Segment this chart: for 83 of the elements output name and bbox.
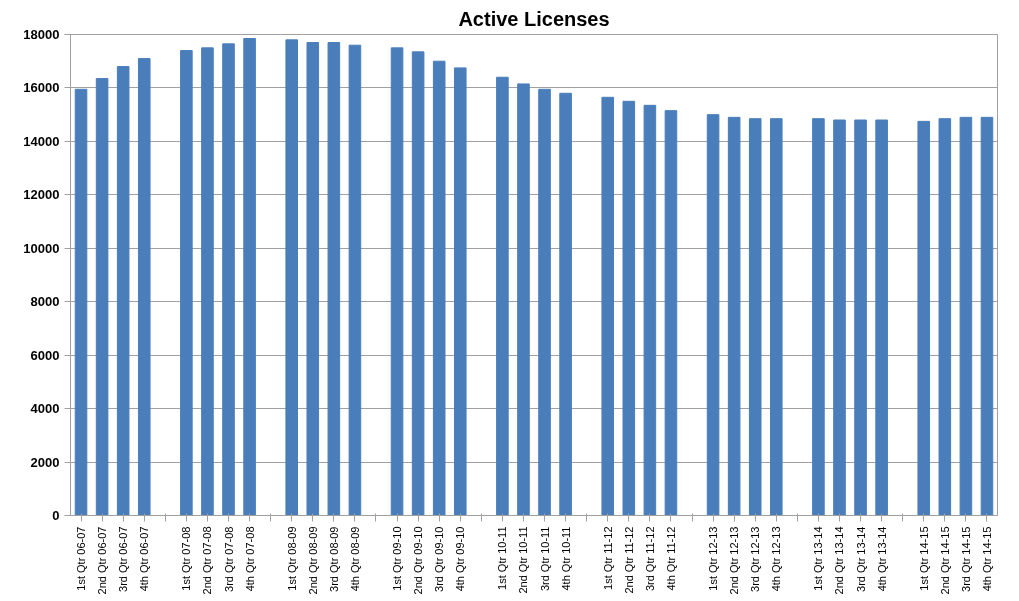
- bar: [348, 44, 362, 516]
- x-tick-label: 1st Qtr 12-13: [707, 526, 720, 591]
- x-tick-label: 1st Qtr 09-10: [391, 526, 404, 591]
- bar: [875, 119, 888, 516]
- bar: [769, 118, 783, 516]
- x-tick-label: 1st Qtr 13-14: [812, 526, 825, 591]
- bar: [980, 116, 994, 516]
- x-tick-label: 1st Qtr 06-07: [75, 526, 88, 591]
- bar: [917, 120, 931, 516]
- x-tick-label: 3rd Qtr 11-12: [643, 526, 656, 592]
- x-tick-label: 1st Qtr 07-08: [180, 526, 193, 591]
- y-tick-label: 2000: [30, 454, 60, 470]
- bar: [432, 60, 446, 516]
- bar: [622, 100, 636, 516]
- bar: [601, 96, 615, 516]
- bar: [285, 39, 299, 516]
- x-tick-label: 4th Qtr 13-14: [875, 526, 888, 592]
- bar: [222, 43, 235, 516]
- x-tick-label: 2nd Qtr 12-13: [728, 526, 741, 595]
- x-tick-label: 4th Qtr 14-15: [980, 526, 993, 592]
- x-tick-label: 1st Qtr 14-15: [917, 526, 930, 591]
- bar: [116, 66, 130, 516]
- bar: [538, 88, 551, 516]
- bar: [833, 119, 846, 516]
- bar: [306, 42, 320, 516]
- bar: [95, 78, 109, 516]
- bar: [643, 104, 657, 516]
- bar: [390, 47, 404, 516]
- y-tick-label: 0: [52, 508, 60, 523]
- x-tick-label: 4th Qtr 12-13: [770, 526, 783, 592]
- x-tick-label: 2nd Qtr 09-10: [412, 526, 425, 595]
- x-tick-label: 3rd Qtr 09-10: [433, 526, 446, 592]
- x-tick-label: 2nd Qtr 08-09: [306, 526, 319, 595]
- y-tick-label: 18000: [23, 27, 60, 42]
- x-tick-label: 4th Qtr 07-08: [243, 526, 256, 592]
- bar: [854, 119, 867, 516]
- y-tick-label: 10000: [23, 240, 60, 256]
- bar: [137, 58, 151, 516]
- x-tick-label: 1st Qtr 11-12: [601, 526, 614, 590]
- bar: [327, 42, 341, 516]
- x-tick-label: 4th Qtr 06-07: [138, 526, 151, 592]
- bar: [74, 88, 88, 516]
- bar: [243, 38, 256, 516]
- x-tick-label: 3rd Qtr 06-07: [117, 526, 130, 592]
- bar: [201, 47, 214, 516]
- bar: [559, 92, 572, 516]
- y-tick-label: 16000: [23, 80, 60, 96]
- x-tick-label: 2nd Qtr 07-08: [201, 526, 214, 595]
- x-tick-label: 4th Qtr 11-12: [664, 526, 677, 591]
- x-tick-label: 3rd Qtr 07-08: [222, 526, 235, 592]
- bar: [727, 116, 741, 516]
- bar: [938, 118, 952, 516]
- x-tick-label: 1st Qtr 10-11: [496, 526, 509, 590]
- y-tick-label: 6000: [30, 347, 60, 363]
- y-tick-label: 12000: [23, 187, 60, 203]
- bar: [748, 118, 762, 516]
- y-tick-label: 8000: [30, 294, 60, 310]
- x-tick-label: 2nd Qtr 11-12: [622, 526, 635, 594]
- x-tick-label: 3rd Qtr 12-13: [749, 526, 762, 592]
- x-tick-label: 3rd Qtr 10-11: [538, 526, 551, 592]
- bar: [706, 114, 720, 516]
- x-tick-label: 3rd Qtr 13-14: [854, 526, 867, 592]
- bar: [812, 118, 825, 516]
- x-tick-label: 4th Qtr 08-09: [348, 526, 361, 592]
- bar: [496, 76, 509, 516]
- x-tick-label: 4th Qtr 09-10: [454, 526, 467, 592]
- x-tick-label: 1st Qtr 08-09: [285, 526, 298, 591]
- y-tick-label: 14000: [23, 133, 60, 149]
- chart-title: Active Licenses: [458, 7, 610, 30]
- bar: [180, 50, 193, 516]
- y-tick-label: 4000: [30, 401, 60, 417]
- bar: [453, 67, 467, 516]
- x-tick-label: 2nd Qtr 13-14: [833, 526, 846, 595]
- x-tick-label: 3rd Qtr 08-09: [327, 526, 340, 592]
- x-tick-label: 2nd Qtr 10-11: [517, 526, 530, 594]
- bar: [517, 83, 530, 516]
- bar: [664, 110, 678, 516]
- bar: [959, 116, 973, 516]
- x-tick-label: 2nd Qtr 06-07: [96, 526, 109, 595]
- x-tick-label: 4th Qtr 10-11: [559, 526, 572, 591]
- x-tick-label: 2nd Qtr 14-15: [938, 526, 951, 595]
- bar: [411, 51, 425, 516]
- x-tick-label: 3rd Qtr 14-15: [959, 526, 972, 592]
